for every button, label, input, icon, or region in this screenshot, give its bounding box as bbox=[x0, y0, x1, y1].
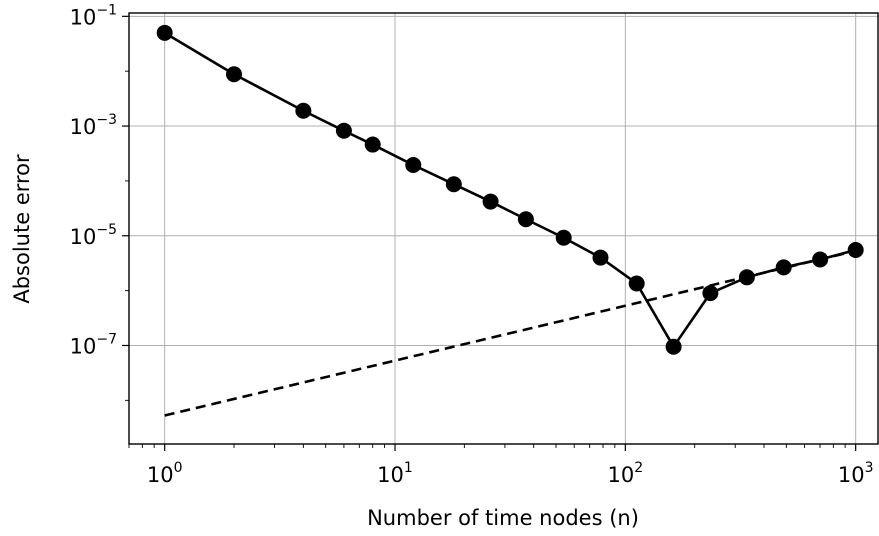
x-tick-label: 101 bbox=[377, 460, 413, 487]
series-line-0 bbox=[164, 31, 857, 349]
y-tick-label: 10−5 bbox=[70, 222, 117, 249]
x-tick-label: 102 bbox=[608, 460, 644, 487]
grid bbox=[129, 13, 878, 444]
data-point bbox=[702, 285, 719, 302]
axis-ticks: 100 101 102 103 10−7 10−5 10−3 10−1 bbox=[70, 2, 874, 487]
data-point bbox=[665, 338, 682, 355]
y-tick-label: 10−3 bbox=[70, 112, 117, 139]
y-tick-label: 10−7 bbox=[70, 331, 117, 358]
y-axis-label: Absolute error bbox=[10, 154, 34, 304]
data-point bbox=[405, 156, 422, 173]
plot-series bbox=[156, 24, 864, 417]
x-tick-label: 100 bbox=[147, 460, 183, 487]
data-point bbox=[592, 249, 609, 266]
y-tick-label: 10−1 bbox=[70, 2, 117, 29]
data-point bbox=[335, 122, 352, 139]
x-tick-label: 103 bbox=[838, 460, 874, 487]
plot-frame bbox=[128, 12, 879, 445]
data-point bbox=[517, 211, 534, 228]
data-point bbox=[628, 275, 645, 292]
data-point bbox=[156, 24, 173, 41]
series-line-1 bbox=[164, 249, 856, 417]
data-point bbox=[482, 193, 499, 210]
data-point bbox=[364, 136, 381, 153]
data-point bbox=[295, 102, 312, 119]
data-point bbox=[445, 176, 462, 193]
x-axis-label: Number of time nodes (n) bbox=[367, 506, 639, 530]
data-point bbox=[555, 229, 572, 246]
data-point bbox=[226, 66, 243, 83]
data-point bbox=[775, 259, 792, 276]
data-point bbox=[847, 242, 864, 259]
